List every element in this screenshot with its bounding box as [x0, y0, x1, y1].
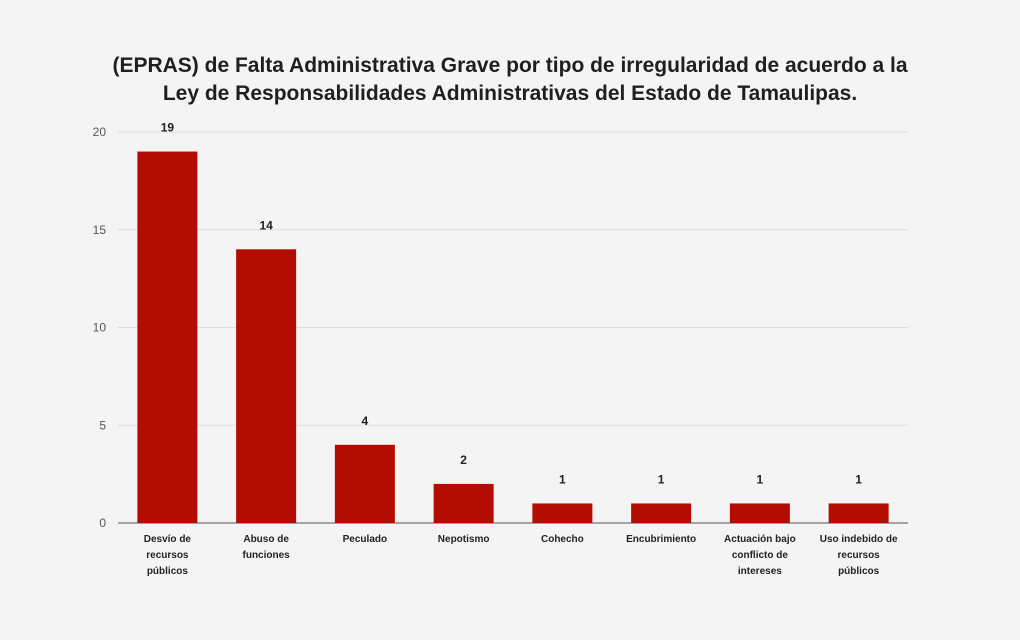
y-tick-label: 15: [93, 223, 107, 237]
bar: [729, 503, 790, 523]
bar: [828, 503, 889, 523]
x-tick-label: Nepotismo: [438, 534, 490, 545]
bar: [631, 503, 692, 523]
data-label: 1: [559, 472, 566, 486]
data-label: 1: [757, 472, 764, 486]
x-tick-label: Encubrimiento: [626, 534, 696, 545]
data-label: 1: [658, 472, 665, 486]
bar: [137, 151, 198, 524]
chart-title: (EPRAS) de Falta Administrativa Grave po…: [60, 52, 960, 108]
data-label: 14: [259, 218, 273, 232]
x-tick-label: Uso indebido de recursos públicos: [820, 534, 898, 577]
bar: [236, 249, 297, 524]
x-tick-label: Desvío de recursos públicos: [144, 534, 192, 577]
bar: [334, 444, 395, 523]
x-tick-label: Abuso de funciones: [243, 534, 291, 561]
y-tick-label: 10: [93, 321, 107, 335]
data-label: 2: [460, 453, 467, 467]
chart-title-line-2: Ley de Responsabilidades Administrativas…: [162, 82, 858, 105]
y-tick-label: 5: [99, 418, 106, 432]
bar: [433, 483, 494, 523]
x-tick-label: Actuación bajo conflicto de intereses: [724, 534, 796, 577]
bar: [532, 503, 593, 523]
data-label: 1: [855, 472, 862, 486]
data-label: 4: [362, 414, 369, 428]
chart-title-line-1: (EPRAS) de Falta Administrativa Grave po…: [112, 54, 908, 77]
data-label: 19: [161, 121, 175, 135]
x-tick-label: Peculado: [343, 534, 387, 545]
x-tick-label: Cohecho: [541, 534, 584, 545]
y-tick-label: 20: [93, 125, 107, 139]
y-tick-label: 0: [99, 516, 106, 530]
